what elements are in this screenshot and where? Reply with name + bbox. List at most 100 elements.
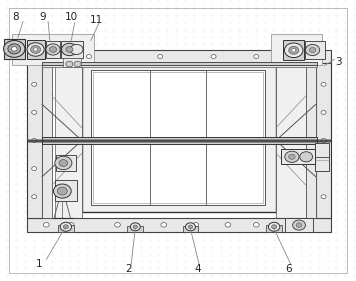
Circle shape [11,47,17,51]
Bar [55,65,82,218]
Bar [55,180,77,201]
Circle shape [70,44,83,55]
Bar [12,34,94,65]
Circle shape [43,223,49,227]
Circle shape [321,110,326,114]
Bar [266,225,282,232]
Bar [281,149,315,164]
Circle shape [309,47,316,53]
Circle shape [66,61,73,67]
Circle shape [293,55,298,58]
Bar [315,143,329,171]
Circle shape [292,49,296,52]
Bar [42,63,317,67]
Circle shape [161,223,167,227]
Bar [42,65,52,218]
Circle shape [300,152,313,162]
Circle shape [193,223,199,227]
Bar [305,41,325,59]
Text: 9: 9 [40,12,46,22]
Circle shape [289,223,295,227]
Circle shape [51,55,56,58]
Circle shape [115,223,120,227]
Circle shape [4,40,25,57]
Circle shape [321,82,326,86]
Circle shape [87,55,91,58]
Circle shape [32,110,37,114]
Circle shape [253,223,259,227]
Bar [91,70,265,205]
Circle shape [225,223,231,227]
Circle shape [130,223,140,231]
Bar [27,50,331,63]
Circle shape [62,43,77,56]
Bar [27,50,331,63]
Circle shape [63,225,68,229]
Circle shape [32,195,37,199]
Circle shape [60,222,72,231]
Bar [276,65,306,218]
Circle shape [284,43,303,58]
Circle shape [74,61,81,67]
Bar [56,155,76,171]
Bar [4,39,25,59]
Text: 1: 1 [36,259,42,269]
Bar [127,226,143,232]
Circle shape [59,160,68,166]
Bar [316,63,331,218]
Bar [61,41,83,58]
Circle shape [33,48,38,51]
Circle shape [57,187,67,195]
Bar [183,226,198,232]
Circle shape [32,167,37,171]
Text: 3: 3 [335,57,341,67]
Bar [306,65,316,218]
Circle shape [27,43,44,56]
Circle shape [8,44,21,54]
Bar [27,218,331,232]
Circle shape [55,156,72,170]
Circle shape [321,139,326,142]
Bar [58,225,74,232]
Circle shape [46,44,60,55]
Circle shape [158,55,163,58]
Circle shape [293,220,305,230]
Bar [42,62,317,65]
Circle shape [133,225,137,228]
Bar [27,40,44,59]
Circle shape [53,184,71,198]
Bar [27,218,331,232]
Text: 10: 10 [65,12,78,22]
Circle shape [188,225,193,228]
Circle shape [32,82,37,86]
Circle shape [289,46,299,54]
Bar [42,137,317,144]
Text: 8: 8 [13,12,19,22]
Bar [271,34,322,65]
Bar [63,58,81,67]
Circle shape [272,225,277,229]
Circle shape [289,154,295,159]
Circle shape [49,47,57,52]
Circle shape [305,44,320,56]
Circle shape [285,151,299,162]
Bar [285,218,313,232]
Bar [82,63,276,212]
Circle shape [296,223,302,227]
Text: 4: 4 [194,264,201,274]
Text: 6: 6 [285,264,292,274]
Circle shape [321,167,326,171]
Bar [283,40,304,60]
Circle shape [254,55,259,58]
Bar [93,72,263,203]
Circle shape [32,139,37,142]
Bar [27,63,42,218]
Circle shape [66,47,73,52]
Text: 2: 2 [125,264,131,274]
Circle shape [68,223,74,227]
Circle shape [185,223,195,231]
Circle shape [31,46,41,53]
Circle shape [321,195,326,199]
Text: 11: 11 [90,15,104,25]
Circle shape [268,222,280,231]
